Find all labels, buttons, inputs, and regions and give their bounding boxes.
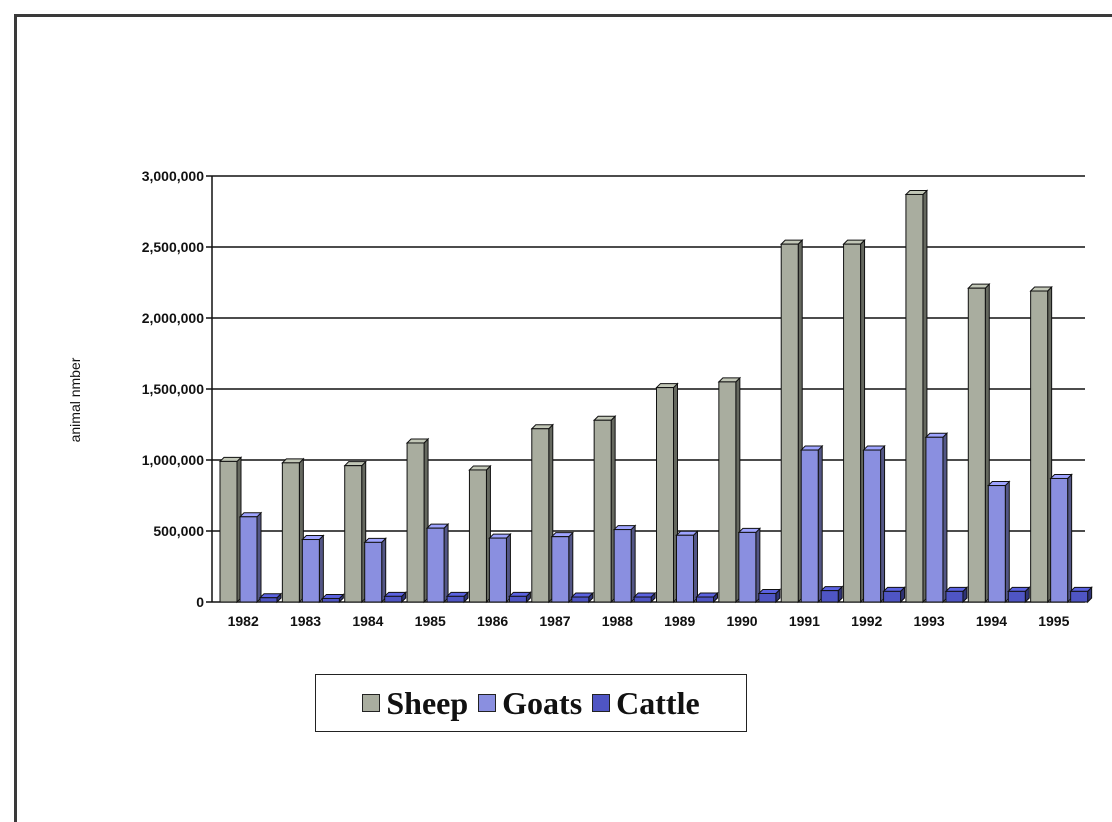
legend-label: Goats (502, 685, 583, 721)
x-tick-label: 1982 (228, 613, 259, 629)
x-tick-label: 1986 (477, 613, 508, 629)
legend-item-goats: Goats (478, 687, 582, 719)
bar-sheep-1984 (343, 460, 367, 604)
bar-goats-1984 (363, 537, 387, 604)
legend-label: Cattle (616, 685, 700, 721)
bar-cattle-1982 (258, 592, 283, 604)
bar-sheep-1993 (904, 189, 929, 604)
x-tick-label: 1987 (539, 613, 570, 629)
bar-goats-1987 (550, 531, 574, 604)
bar-cattle-1992 (882, 586, 906, 604)
bar-sheep-1995 (1029, 285, 1053, 604)
legend-item-cattle: Cattle (592, 687, 700, 719)
bar-cattle-1990 (757, 588, 782, 604)
bar-cattle-1993 (944, 586, 969, 604)
bar-goats-1989 (675, 530, 699, 604)
bar-cattle-1984 (383, 591, 407, 604)
bar-sheep-1986 (468, 464, 492, 604)
legend-item-sheep: Sheep (362, 687, 468, 719)
x-tick-label: 1992 (851, 613, 882, 629)
bar-goats-1990 (737, 527, 762, 604)
x-tick-label: 1990 (726, 613, 757, 629)
x-tick-label: 1994 (976, 613, 1007, 629)
bar-sheep-1991 (780, 238, 804, 604)
x-tick-label: 1984 (352, 613, 383, 629)
y-tick-label: 2,000,000 (142, 310, 204, 326)
bar-sheep-1994 (967, 282, 991, 604)
x-tick-label: 1993 (914, 613, 945, 629)
bar-cattle-1994 (1007, 586, 1031, 604)
bar-cattle-1988 (632, 591, 657, 604)
bar-sheep-1987 (530, 423, 554, 604)
bar-cattle-1983 (321, 593, 345, 604)
y-tick-label: 2,500,000 (142, 239, 204, 255)
legend-label: Sheep (386, 685, 469, 721)
x-tick-label: 1995 (1038, 613, 1069, 629)
bar-goats-1994 (987, 480, 1011, 604)
y-tick-label: 1,000,000 (142, 452, 204, 468)
bar-sheep-1990 (717, 376, 742, 604)
bar-goats-1992 (862, 444, 886, 604)
bar-sheep-1992 (842, 238, 866, 604)
x-tick-label: 1991 (789, 613, 820, 629)
y-tick-label: 3,000,000 (142, 168, 204, 184)
legend-swatch (478, 694, 497, 712)
bar-goats-1985 (425, 522, 450, 604)
x-tick-label: 1983 (290, 613, 321, 629)
bar-goats-1995 (1049, 473, 1073, 604)
bar-goats-1988 (612, 524, 637, 604)
x-tick-label: 1985 (415, 613, 446, 629)
y-tick-label: 1,500,000 (142, 381, 204, 397)
bar-goats-1983 (301, 534, 325, 604)
bar-goats-1986 (488, 532, 512, 604)
bar-cattle-1987 (570, 591, 594, 604)
bar-cattle-1985 (445, 591, 470, 604)
bar-cattle-1995 (1069, 586, 1093, 604)
bar-goats-1991 (800, 444, 824, 604)
y-axis-title: animal nmber (67, 357, 83, 442)
legend-swatch (362, 694, 381, 712)
bar-cattle-1986 (508, 591, 532, 604)
bar-sheep-1982 (218, 456, 243, 604)
x-tick-label: 1988 (602, 613, 633, 629)
x-tick-label: 1989 (664, 613, 695, 629)
legend: Sheep Goats Cattle (315, 674, 747, 732)
bar-sheep-1985 (405, 437, 430, 604)
y-tick-label: 0 (196, 594, 204, 610)
bar-goats-1993 (924, 432, 949, 604)
legend-swatch (592, 694, 611, 712)
bar-goats-1982 (238, 511, 263, 604)
bar-sheep-1988 (592, 415, 617, 604)
bar-sheep-1983 (281, 457, 305, 604)
bar-cattle-1991 (820, 585, 844, 604)
y-tick-label: 500,000 (153, 523, 204, 539)
bar-sheep-1989 (655, 382, 679, 604)
bar-cattle-1989 (695, 591, 719, 604)
